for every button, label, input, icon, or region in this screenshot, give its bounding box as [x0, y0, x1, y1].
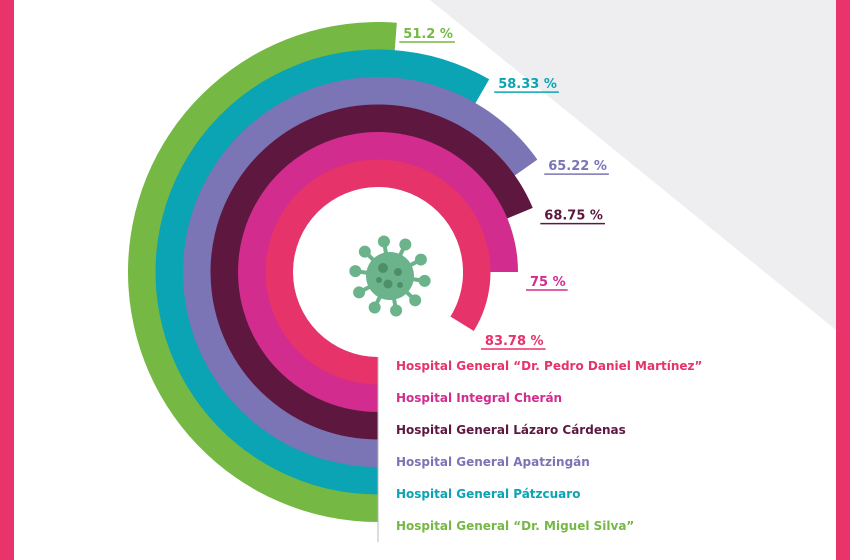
percent-label-1: 51.2 %: [403, 27, 453, 42]
chart-rings: [128, 22, 538, 522]
percent-label-5: 75 %: [530, 275, 566, 290]
hospital-label-3: Hospital General Lázaro Cárdenas: [396, 423, 626, 437]
hospital-label-5: Hospital General Pátzcuaro: [396, 487, 580, 501]
hospital-label-6: Hospital General “Dr. Miguel Silva”: [396, 519, 634, 533]
right-border: [836, 0, 850, 560]
chart-center: [293, 187, 463, 357]
virus-icon: [349, 235, 431, 317]
chart-labels: 51.2 % 58.33 % 65.22 % 68.75 % 75 % 83.78 % Ho…: [377, 27, 702, 542]
percent-label-4: 68.75 %: [544, 209, 603, 224]
left-border: [0, 0, 14, 560]
hospital-label-4: Hospital General Apatzingán: [396, 455, 590, 469]
percent-label-3: 65.22 %: [548, 159, 607, 174]
background-facet: [430, 0, 836, 330]
percent-label-2: 58.33 %: [498, 77, 557, 92]
percent-label-6: 83.78 %: [485, 334, 544, 349]
hospital-label-1: Hospital General “Dr. Pedro Daniel Martí…: [396, 359, 702, 373]
hospital-label-2: Hospital Integral Cherán: [396, 391, 562, 405]
